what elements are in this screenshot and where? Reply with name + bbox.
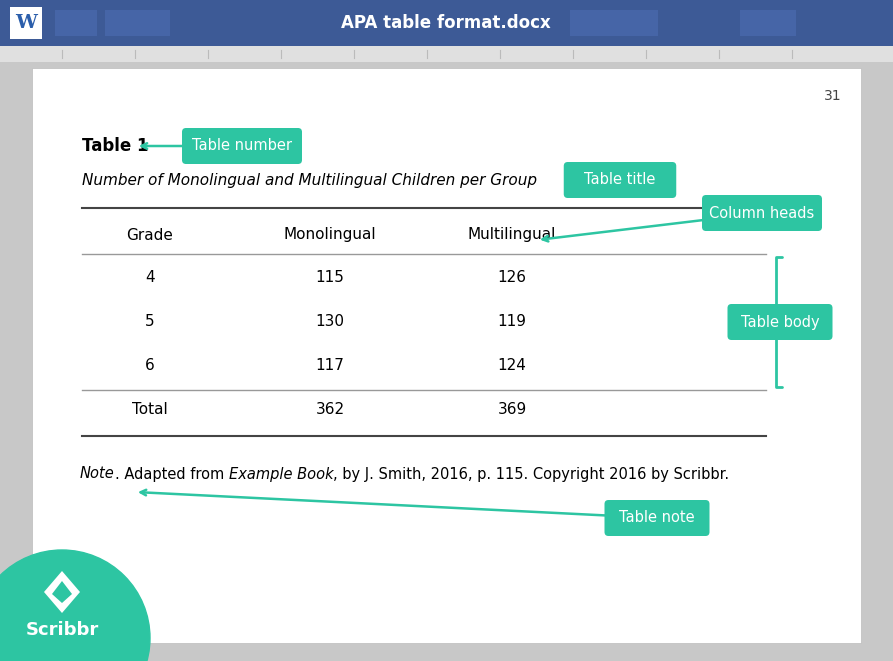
Text: Example Book: Example Book xyxy=(229,467,333,481)
FancyBboxPatch shape xyxy=(563,162,676,198)
Text: Table note: Table note xyxy=(619,510,695,525)
Text: , by J. Smith, 2016, p. 115. Copyright 2016 by Scribbr.: , by J. Smith, 2016, p. 115. Copyright 2… xyxy=(333,467,730,481)
Text: Grade: Grade xyxy=(127,227,173,243)
Text: Monolingual: Monolingual xyxy=(284,227,376,243)
Text: Scribbr: Scribbr xyxy=(25,621,98,639)
Text: Column heads: Column heads xyxy=(709,206,814,221)
Text: 130: 130 xyxy=(315,315,345,329)
Text: 6: 6 xyxy=(146,358,154,373)
FancyBboxPatch shape xyxy=(605,500,710,536)
Text: 115: 115 xyxy=(315,270,345,286)
FancyBboxPatch shape xyxy=(728,304,832,340)
Text: 124: 124 xyxy=(497,358,527,373)
FancyBboxPatch shape xyxy=(32,68,861,643)
Text: 362: 362 xyxy=(315,403,345,418)
Text: Total: Total xyxy=(132,403,168,418)
Polygon shape xyxy=(44,571,80,613)
Text: 4: 4 xyxy=(146,270,154,286)
Text: APA table format.docx: APA table format.docx xyxy=(341,14,551,32)
Text: W: W xyxy=(15,14,37,32)
Text: Table body: Table body xyxy=(740,315,819,329)
FancyBboxPatch shape xyxy=(702,195,822,231)
FancyBboxPatch shape xyxy=(570,10,658,36)
Text: Multilingual: Multilingual xyxy=(468,227,556,243)
FancyBboxPatch shape xyxy=(0,0,893,46)
FancyBboxPatch shape xyxy=(55,10,97,36)
Text: Note: Note xyxy=(80,467,114,481)
Text: 369: 369 xyxy=(497,403,527,418)
Text: Table 1: Table 1 xyxy=(82,137,148,155)
Circle shape xyxy=(0,550,150,661)
FancyBboxPatch shape xyxy=(105,10,170,36)
FancyBboxPatch shape xyxy=(0,46,893,62)
Text: 126: 126 xyxy=(497,270,527,286)
Text: 31: 31 xyxy=(824,89,842,103)
Text: 119: 119 xyxy=(497,315,527,329)
FancyBboxPatch shape xyxy=(10,7,42,39)
Text: . Adapted from: . Adapted from xyxy=(114,467,229,481)
FancyBboxPatch shape xyxy=(740,10,796,36)
Text: 117: 117 xyxy=(315,358,345,373)
Text: 5: 5 xyxy=(146,315,154,329)
Text: Table title: Table title xyxy=(584,173,655,188)
Text: Number of Monolingual and Multilingual Children per Group: Number of Monolingual and Multilingual C… xyxy=(82,173,537,188)
Text: Table number: Table number xyxy=(192,139,292,153)
FancyBboxPatch shape xyxy=(182,128,302,164)
Polygon shape xyxy=(52,581,72,603)
